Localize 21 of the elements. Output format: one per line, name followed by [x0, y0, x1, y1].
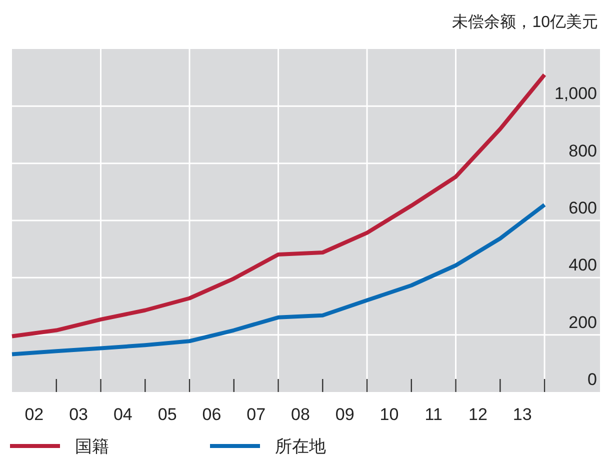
- y-axis-title: 未偿余额，10亿美元: [452, 13, 598, 31]
- x-tick-label: 09: [335, 405, 354, 424]
- x-tick-label: 08: [290, 405, 310, 424]
- y-tick-label: 400: [568, 256, 597, 275]
- x-tick-label: 13: [512, 405, 532, 424]
- x-tick-label: 03: [69, 405, 88, 424]
- x-tick-label: 05: [158, 405, 177, 424]
- x-tick-label: 06: [202, 405, 222, 424]
- x-tick-label: 02: [24, 405, 44, 424]
- y-tick-label: 200: [568, 312, 597, 332]
- x-tick-label: 12: [468, 405, 488, 424]
- y-tick-label: 600: [568, 198, 597, 218]
- legend-label: 国籍: [75, 437, 109, 456]
- x-tick-label: 07: [246, 405, 266, 424]
- x-tick-label: 04: [113, 405, 132, 424]
- legend-label: 所在地: [275, 437, 326, 456]
- y-tick-label: 0: [588, 370, 597, 389]
- y-tick-label: 1,000: [554, 84, 597, 104]
- x-tick-label: 11: [424, 405, 442, 424]
- y-tick-label: 800: [568, 141, 597, 160]
- x-tick-label: 10: [380, 405, 399, 424]
